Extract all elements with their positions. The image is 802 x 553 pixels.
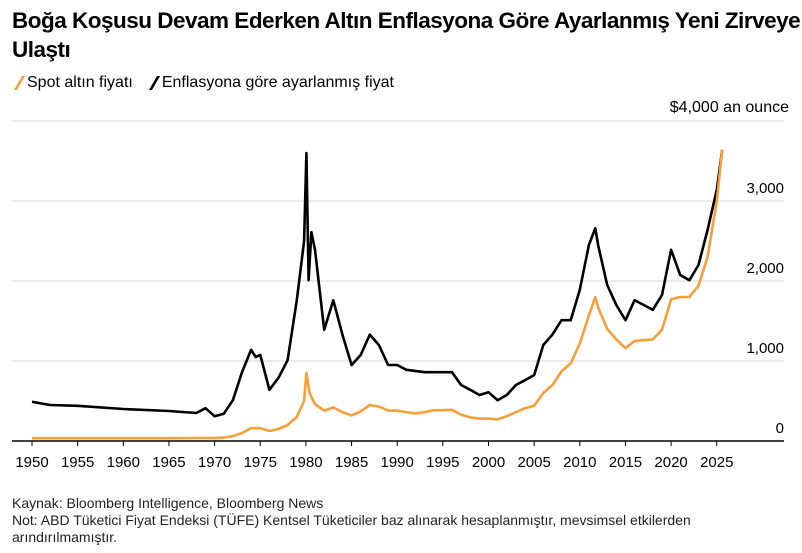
y-tick-label: 0: [776, 420, 784, 437]
x-tick-label: 2020: [654, 454, 687, 471]
y-tick-label: 1,000: [746, 340, 784, 357]
y-tick-label: 3,000: [746, 180, 784, 197]
x-tick-label: 1995: [426, 454, 459, 471]
x-tick-label: 1975: [244, 454, 277, 471]
legend-item-adjusted: Enflasyona göre ayarlanmış fiyat: [147, 74, 394, 92]
footer: Kaynak: Bloomberg Intelligence, Bloomber…: [12, 495, 792, 546]
x-tick-label: 2015: [609, 454, 642, 471]
x-tick-label: 2010: [563, 454, 596, 471]
y-unit-label: $4,000 an ounce: [669, 99, 789, 116]
x-tick-label: 2025: [700, 454, 733, 471]
source-note: Kaynak: Bloomberg Intelligence, Bloomber…: [12, 495, 324, 511]
x-tick-label: 2000: [472, 454, 505, 471]
x-tick-label: 1955: [61, 454, 94, 471]
x-tick-label: 2005: [517, 454, 550, 471]
chart-title: Boğa Koşusu Devam Ederken Altın Enflasyo…: [12, 8, 801, 62]
x-tick-label: 1980: [289, 454, 322, 471]
x-tick-label: 1985: [335, 454, 368, 471]
x-tick-label: 1960: [107, 454, 140, 471]
y-tick-label: 2,000: [746, 260, 784, 277]
method-note: Not: ABD Tüketici Fiyat Endeksi (TÜFE) K…: [12, 512, 691, 545]
x-tick-label: 1970: [198, 454, 231, 471]
x-tick-label: 1990: [381, 454, 414, 471]
legend-item-spot: Spot altın fiyatı: [12, 74, 133, 92]
x-tick-label: 1950: [15, 454, 48, 471]
series-line-inflation-adjusted: [31, 149, 724, 418]
series-line-spot-gold: [32, 149, 724, 440]
x-tick-label: 1965: [152, 454, 185, 471]
legend-label-adjusted: Enflasyona göre ayarlanmış fiyat: [161, 74, 394, 91]
legend: Spot altın fiyatı Enflasyona göre ayarla…: [12, 74, 402, 92]
legend-label-spot: Spot altın fiyatı: [27, 74, 133, 91]
